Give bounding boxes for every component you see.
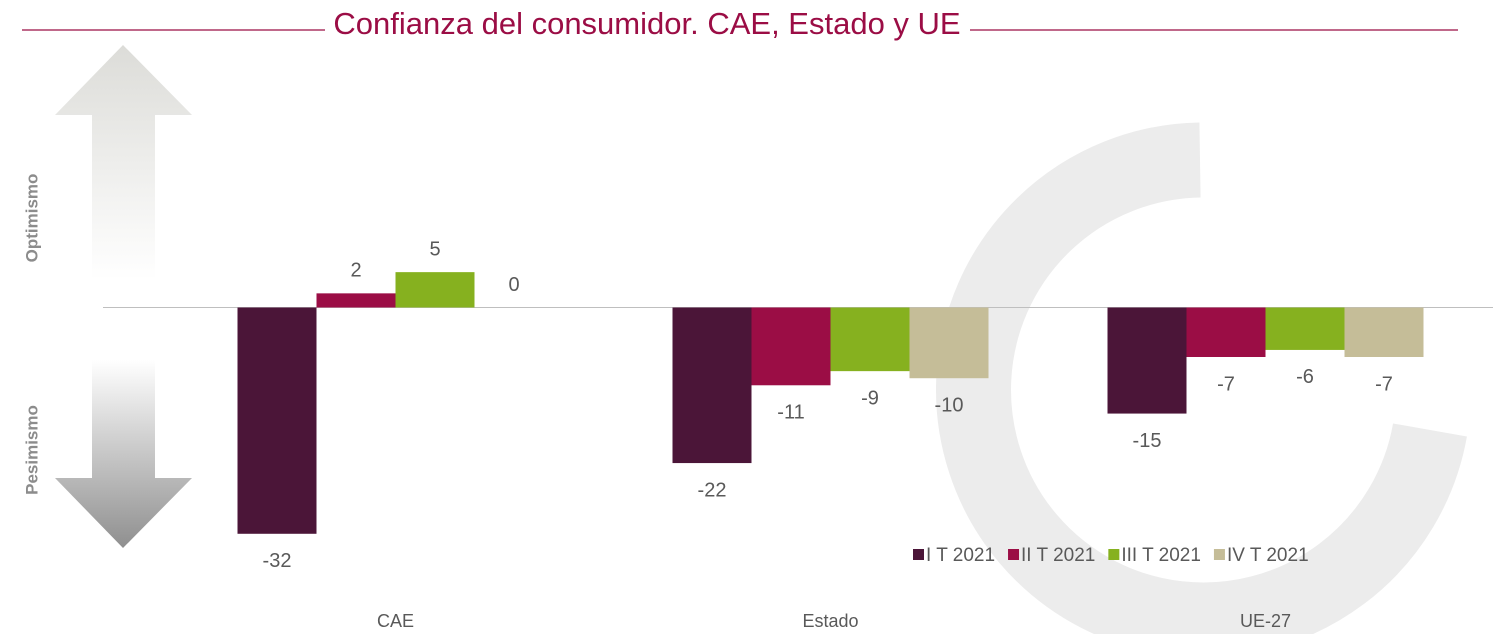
bar (317, 293, 396, 307)
legend-label: IV T 2021 (1227, 545, 1309, 566)
data-label: 5 (429, 238, 440, 260)
data-label: 0 (508, 274, 519, 296)
data-label: -10 (935, 394, 964, 416)
chart-title: Confianza del consumidor. CAE, Estado y … (333, 6, 960, 41)
legend-swatch (1214, 549, 1225, 560)
data-label: -22 (698, 479, 727, 501)
data-label: -7 (1217, 373, 1235, 395)
annotation: Optimismo (22, 174, 41, 263)
data-label: -32 (263, 550, 292, 572)
bar (1345, 308, 1424, 358)
x-tick-label: UE-27 (1240, 611, 1291, 631)
bar (1187, 308, 1266, 358)
data-label: -9 (861, 387, 879, 409)
pessimism-arrow (55, 360, 192, 548)
data-label: 2 (350, 260, 361, 282)
bar (752, 308, 831, 386)
bar (1108, 308, 1187, 414)
data-label: -15 (1133, 430, 1162, 452)
data-label: -11 (777, 402, 804, 424)
bar (673, 308, 752, 464)
legend-label: I T 2021 (926, 545, 995, 566)
data-label: -7 (1375, 373, 1393, 395)
legend-label: III T 2021 (1121, 545, 1201, 566)
x-tick-label: CAE (377, 611, 414, 631)
legend-label: II T 2021 (1021, 545, 1095, 566)
data-label: -6 (1296, 366, 1314, 388)
legend-swatch (913, 549, 924, 560)
optimism-arrow (55, 45, 192, 280)
bar (396, 272, 475, 307)
x-tick-label: Estado (802, 611, 858, 631)
legend-swatch (1108, 549, 1119, 560)
chart: Optimismo Pesimismo Confianza del consum… (0, 0, 1493, 634)
bar (831, 308, 910, 372)
bar (238, 308, 317, 534)
bar (1266, 308, 1345, 350)
legend-swatch (1008, 549, 1019, 560)
page: Optimismo Pesimismo Confianza del consum… (0, 0, 1493, 634)
bar (910, 308, 989, 379)
annotation: Pesimismo (22, 405, 41, 495)
